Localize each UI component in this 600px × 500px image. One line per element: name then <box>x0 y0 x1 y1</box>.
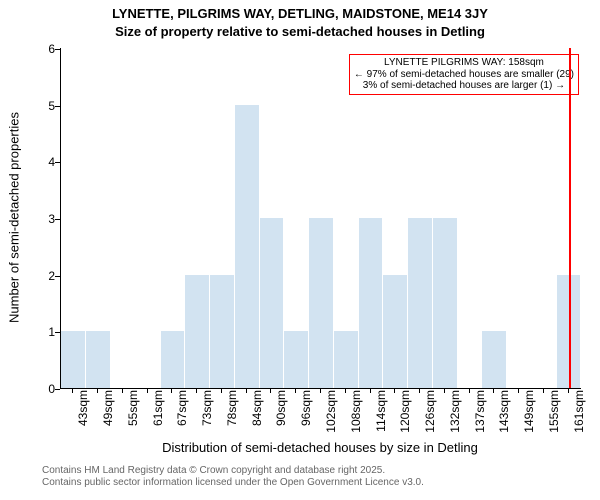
x-tick: 102sqm <box>324 390 338 440</box>
histogram-bar <box>482 331 506 388</box>
x-tick: 55sqm <box>126 390 140 440</box>
x-tick-mark <box>221 388 222 393</box>
y-tick: 2 <box>25 269 55 283</box>
histogram-bar <box>309 218 333 388</box>
chart-container: LYNETTE, PILGRIMS WAY, DETLING, MAIDSTON… <box>0 0 600 500</box>
plot-area: LYNETTE PILGRIMS WAY: 158sqm ← 97% of se… <box>60 48 581 389</box>
x-tick-mark <box>394 388 395 393</box>
histogram-bar <box>284 331 308 388</box>
footer-line-2: Contains public sector information licen… <box>42 477 424 489</box>
x-tick: 43sqm <box>76 390 90 440</box>
x-tick: 90sqm <box>274 390 288 440</box>
histogram-bar <box>86 331 110 388</box>
x-tick: 143sqm <box>497 390 511 440</box>
y-tick: 6 <box>25 42 55 56</box>
chart-subtitle-line2: Size of property relative to semi-detach… <box>0 24 600 39</box>
annotation-line-1: LYNETTE PILGRIMS WAY: 158sqm <box>354 57 574 69</box>
x-tick: 161sqm <box>572 390 586 440</box>
histogram-bar <box>161 331 185 388</box>
x-axis-label: Distribution of semi-detached houses by … <box>60 440 580 455</box>
histogram-bar <box>334 331 358 388</box>
annotation-box: LYNETTE PILGRIMS WAY: 158sqm ← 97% of se… <box>349 54 579 95</box>
annotation-line-2: ← 97% of semi-detached houses are smalle… <box>354 69 574 81</box>
x-tick-mark <box>345 388 346 393</box>
x-tick: 108sqm <box>349 390 363 440</box>
footer-attribution: Contains HM Land Registry data © Crown c… <box>42 465 424 489</box>
x-tick: 126sqm <box>423 390 437 440</box>
histogram-bar <box>433 218 457 388</box>
x-tick-mark <box>196 388 197 393</box>
x-tick-mark <box>568 388 569 393</box>
x-tick: 61sqm <box>151 390 165 440</box>
histogram-bar <box>210 275 234 388</box>
x-tick-mark <box>320 388 321 393</box>
x-tick-mark <box>97 388 98 393</box>
footer-line-1: Contains HM Land Registry data © Crown c… <box>42 465 424 477</box>
histogram-bar <box>408 218 432 388</box>
x-tick-mark <box>270 388 271 393</box>
x-tick: 49sqm <box>101 390 115 440</box>
x-tick: 155sqm <box>547 390 561 440</box>
x-tick-mark <box>543 388 544 393</box>
x-tick-mark <box>469 388 470 393</box>
x-tick: 120sqm <box>398 390 412 440</box>
y-tick: 3 <box>25 212 55 226</box>
x-tick-mark <box>493 388 494 393</box>
annotation-line-3: 3% of semi-detached houses are larger (1… <box>354 80 574 92</box>
x-tick: 96sqm <box>299 390 313 440</box>
x-tick-mark <box>147 388 148 393</box>
x-tick: 132sqm <box>448 390 462 440</box>
x-tick-mark <box>122 388 123 393</box>
histogram-bar <box>185 275 209 388</box>
x-tick-mark <box>246 388 247 393</box>
x-tick-mark <box>295 388 296 393</box>
x-tick: 84sqm <box>250 390 264 440</box>
x-tick-mark <box>72 388 73 393</box>
x-tick: 137sqm <box>473 390 487 440</box>
y-tick: 5 <box>25 99 55 113</box>
x-tick: 114sqm <box>374 390 388 440</box>
x-tick-mark <box>444 388 445 393</box>
y-tick: 4 <box>25 155 55 169</box>
histogram-bar <box>359 218 383 388</box>
property-marker-line <box>569 48 571 388</box>
histogram-bar <box>383 275 407 388</box>
histogram-bar <box>235 105 259 388</box>
y-axis-label: Number of semi-detached properties <box>7 48 22 388</box>
histogram-bar <box>260 218 284 388</box>
x-tick-mark <box>419 388 420 393</box>
x-tick-mark <box>518 388 519 393</box>
x-tick: 78sqm <box>225 390 239 440</box>
x-tick: 149sqm <box>522 390 536 440</box>
x-tick-mark <box>171 388 172 393</box>
y-tick: 1 <box>25 325 55 339</box>
x-tick-mark <box>370 388 371 393</box>
y-tick: 0 <box>25 382 55 396</box>
chart-title-line1: LYNETTE, PILGRIMS WAY, DETLING, MAIDSTON… <box>0 6 600 21</box>
histogram-bar <box>61 331 85 388</box>
x-tick: 67sqm <box>175 390 189 440</box>
x-tick: 73sqm <box>200 390 214 440</box>
